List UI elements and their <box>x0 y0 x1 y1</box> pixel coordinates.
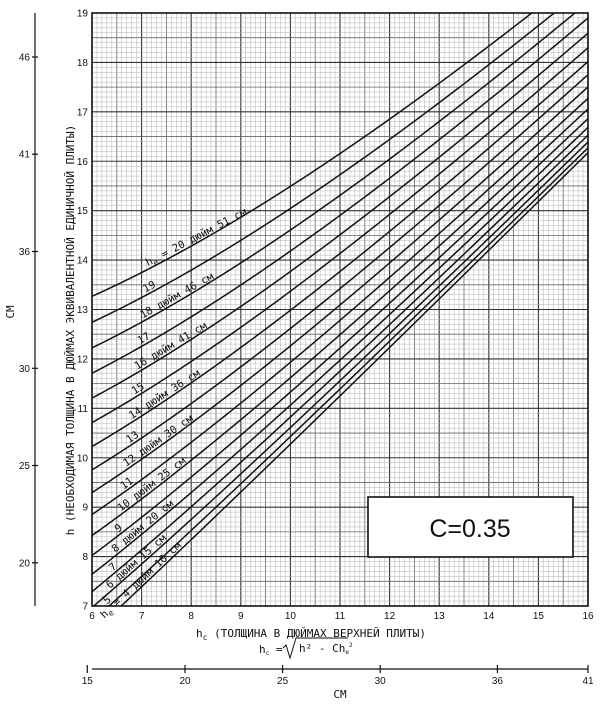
x-tick-label: 14 <box>483 611 495 622</box>
curve-he-19 <box>92 13 556 323</box>
svg-text:hc =: hc = <box>259 643 283 657</box>
curve-label-he-17: 17 <box>135 330 152 347</box>
svg-text:h² - Che2: h² - Che2 <box>299 642 353 656</box>
curve-label-sub: e <box>152 257 161 267</box>
parameter-box-text: C=0.35 <box>429 515 510 543</box>
left-cm-tick-label: 41 <box>19 150 31 161</box>
y-tick-label: 11 <box>78 404 89 415</box>
left-cm-ticks: 20 25 30 36 41 46 <box>19 53 38 569</box>
y-tick-label: 17 <box>77 107 89 118</box>
formula-radical-sign <box>282 637 348 660</box>
curve-he-4 <box>120 152 588 606</box>
chart-curves <box>92 13 588 606</box>
x-tick-label: 12 <box>384 611 396 622</box>
y-tick-label: 19 <box>77 9 89 20</box>
curve-he-7 <box>92 134 588 593</box>
formula-radicand-sup: 2 <box>349 642 353 649</box>
y-tick-labels: 7 8 9 10 11 12 13 14 15 16 17 18 19 <box>77 9 89 613</box>
curve-label-he-15: 15 <box>130 380 147 397</box>
y-tick-label: 14 <box>77 256 89 267</box>
x-tick-label: 7 <box>139 611 145 622</box>
x-axis-title: hc (ТОЛЩИНА В ДЮЙМАХ ВЕРХНЕЙ ПЛИТЫ) <box>196 627 426 642</box>
left-cm-tick-label: 25 <box>19 461 31 472</box>
curve-he-12 <box>92 86 588 494</box>
y-tick-label: 12 <box>77 354 89 365</box>
formula-radicand: h² - Ch <box>299 642 345 655</box>
formula: hc = h² - Che2 <box>259 637 353 660</box>
left-cm-tick-label: 20 <box>19 558 31 569</box>
curve-he-15 <box>92 47 588 424</box>
bottom-cm-tick-label: 30 <box>375 676 387 687</box>
curve-he-14 <box>92 61 588 448</box>
parameter-box <box>367 496 574 558</box>
bottom-cm-axis-title: CM <box>333 688 347 701</box>
left-cm-axis-title: CM <box>4 305 17 319</box>
curve-he-17 <box>92 17 588 374</box>
curve-he-9 <box>92 118 588 557</box>
x-tick-labels: 6 7 8 9 10 11 12 13 14 15 16 <box>89 611 594 622</box>
curve-he-11 <box>92 97 588 516</box>
curve-he-5 <box>107 147 588 606</box>
left-cm-tick-label: 30 <box>19 364 31 375</box>
y-tick-label: 7 <box>82 602 88 613</box>
curve-he-16 <box>92 32 588 399</box>
y-tick-label: 16 <box>77 157 89 168</box>
curve-label-h: h <box>144 255 155 269</box>
curve-he-20 <box>92 13 533 298</box>
bottom-cm-ticks: 15 20 25 30 36 41 <box>82 665 594 687</box>
bottom-cm-tick-label: 36 <box>492 676 504 687</box>
bottom-cm-tick-label: 15 <box>82 676 94 687</box>
y-tick-label: 13 <box>77 305 89 316</box>
left-cm-tick-label: 36 <box>19 247 31 258</box>
curve-he-18 <box>92 13 577 349</box>
bottom-cm-tick-label: 25 <box>277 676 289 687</box>
curve-label-sub: e <box>106 608 116 618</box>
x-tick-label: 13 <box>434 611 446 622</box>
y-tick-label: 15 <box>77 206 89 217</box>
curve-he-8 <box>92 126 588 575</box>
formula-lhs: h <box>259 643 266 656</box>
x-axis-title-sub: c <box>203 633 208 642</box>
bottom-cm-tick-label: 20 <box>179 676 191 687</box>
x-tick-label: 6 <box>89 611 95 622</box>
x-tick-label: 8 <box>188 611 194 622</box>
left-cm-tick-label: 46 <box>19 53 31 64</box>
x-axis-title-rest: (ТОЛЩИНА В ДЮЙМАХ ВЕРХНЕЙ ПЛИТЫ) <box>207 627 426 640</box>
curve-he-10 <box>92 108 588 537</box>
curve-label-he-9: 9 <box>112 522 124 535</box>
y-tick-label: 8 <box>82 552 88 563</box>
formula-eq: = <box>269 643 283 656</box>
chart-grid <box>91 12 589 607</box>
formula-radicand-sub: e <box>345 649 349 656</box>
y-tick-label: 9 <box>82 503 88 514</box>
y-tick-label: 10 <box>77 453 89 464</box>
bottom-cm-tick-label: 41 <box>582 676 594 687</box>
x-tick-label: 11 <box>335 611 346 622</box>
curve-label-he-16: 16 дюйм 41 см <box>132 319 209 372</box>
curve-label-he-13: 13 <box>124 429 141 446</box>
curve-he-6 <box>92 141 588 606</box>
y-axis-title: h (НЕОБХОДИМАЯ ТОЛЩИНА В ДЮЙМАХ ЭКВИВАЛЕ… <box>64 125 77 536</box>
x-tick-label: 16 <box>582 611 594 622</box>
x-tick-label: 15 <box>533 611 545 622</box>
plot-area-frame <box>91 12 589 607</box>
x-axis-title-h: h <box>196 627 203 640</box>
x-tick-label: 9 <box>238 611 244 622</box>
curve-label-he-19: 19 <box>141 279 158 296</box>
formula-lhs-sub: c <box>266 650 270 657</box>
curve-he-13 <box>92 74 588 471</box>
x-tick-label: 10 <box>285 611 297 622</box>
y-tick-label: 18 <box>77 58 89 69</box>
